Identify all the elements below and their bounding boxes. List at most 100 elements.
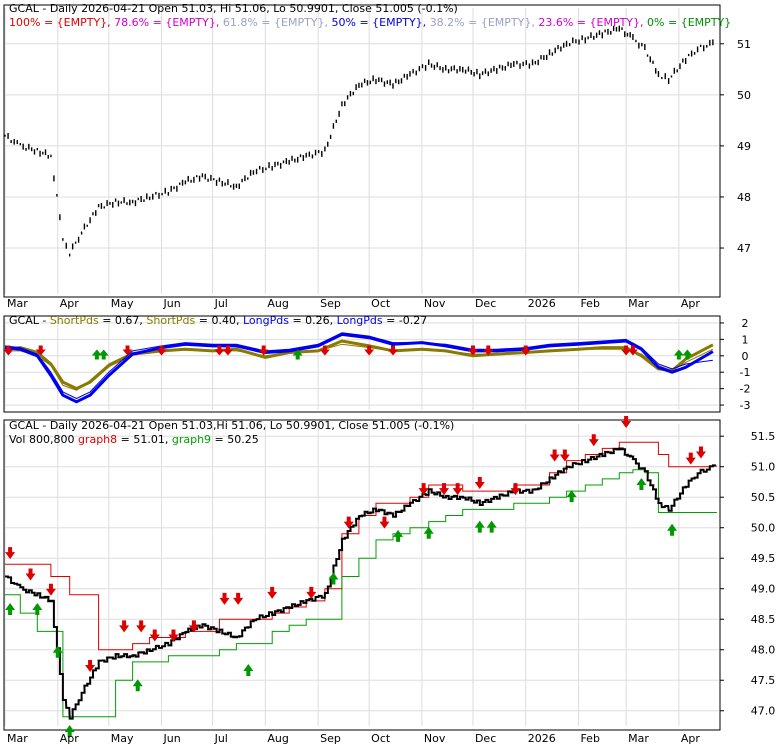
p3-buy-arrow <box>423 526 434 539</box>
p3-sell-arrow <box>474 477 485 490</box>
plot-layer <box>3 25 717 738</box>
p3-y-tick-label: 48.0 <box>751 644 776 657</box>
p3-sell-arrow <box>5 547 16 560</box>
p2-title-part: GCAL - <box>9 314 50 327</box>
p2-buy-arrow-marker <box>91 349 102 360</box>
p1-x-tick-label: Mar <box>7 297 28 310</box>
p3-y-tick-label: 47.0 <box>751 705 776 718</box>
p3-buy-arrow <box>132 679 143 692</box>
p3-subtitle-part: Vol 800,800 <box>9 433 78 446</box>
p2-sell-arrow-marker <box>214 345 225 356</box>
p3-sell-arrow <box>136 620 147 633</box>
p3-y-tick-label: 50.5 <box>751 491 776 504</box>
p3-y-tick-label: 49.0 <box>751 583 776 596</box>
p3-x-tick-label: Aug <box>267 732 288 745</box>
p3-subtitle-part: graph9 <box>172 433 211 446</box>
p3-x-tick-label: Oct <box>371 732 391 745</box>
graph9-line <box>5 469 717 718</box>
p3-subtitle: Vol 800,800 graph8 = 51.01, graph9 = 50.… <box>9 433 259 446</box>
p1-fib-legend: 100% = {EMPTY}, 78.6% = {EMPTY}, 61.8% =… <box>9 16 731 29</box>
p3-sell-arrow <box>168 629 179 642</box>
p3-buy-arrow <box>52 645 63 658</box>
p1-y-tick-label: 50 <box>737 89 751 102</box>
p2-title-part: LongPds <box>243 314 289 327</box>
p3-buy-arrow <box>243 664 254 677</box>
p3-sell-arrow <box>685 452 696 465</box>
p1-x-tick-label: Sep <box>320 297 341 310</box>
p3-buy-arrow <box>636 477 647 490</box>
p3-x-tick-label: Nov <box>424 732 446 745</box>
p3-sell-arrow <box>439 483 450 496</box>
p2-buy-arrow-marker <box>682 349 693 360</box>
p2-sell-arrow-marker <box>156 345 167 356</box>
p3-sell-arrow <box>119 620 130 633</box>
p3-x-tick-label: Apr <box>681 732 701 745</box>
p1-x-tick-label: Nov <box>424 297 446 310</box>
p2-title-part: = 0.67, <box>99 314 147 327</box>
p1-y-tick-label: 51 <box>737 38 751 51</box>
p1-x-tick-label: Dec <box>475 297 496 310</box>
p2-sell-arrow-marker <box>621 345 632 356</box>
p3-buy-arrow <box>328 572 339 585</box>
p2-sell-arrow-marker <box>520 345 531 356</box>
p3-sell-arrow <box>695 446 706 459</box>
p2-y-tick-label: 0 <box>742 350 749 363</box>
p2-title: GCAL - ShortPds = 0.67, ShortPds = 0.40,… <box>9 314 427 327</box>
p3-sell-arrow <box>343 516 354 529</box>
grid-layer <box>4 8 719 726</box>
p3-x-tick-label: 2026 <box>528 732 556 745</box>
p3-sell-arrow <box>379 516 390 529</box>
fib-legend-item: 50% = {EMPTY}, <box>332 16 430 29</box>
p3-sell-arrow <box>588 434 599 447</box>
p3-sell-arrow <box>149 629 160 642</box>
p3-x-tick-label: Mar <box>7 732 28 745</box>
p1-x-tick-label: May <box>111 297 134 310</box>
p3-buy-arrow <box>64 725 75 738</box>
p2-sell-arrow-marker <box>3 345 14 356</box>
p3-x-tick-label: Jun <box>163 732 181 745</box>
p1-y-tick-label: 47 <box>737 242 751 255</box>
p2-y-tick-label: -2 <box>740 383 751 396</box>
p3-buy-arrow <box>32 603 43 616</box>
p2-y-tick-label: 1 <box>742 333 749 346</box>
fib-legend-item: 0% = {EMPTY} <box>647 16 731 29</box>
p3-x-tick-label: Dec <box>475 732 496 745</box>
p3-sell-arrow <box>510 483 521 496</box>
p2-sell-arrow-marker <box>222 345 233 356</box>
p1-x-tick-label: Jul <box>214 297 228 310</box>
p3-x-tick-label: Mar <box>628 732 649 745</box>
p3-sell-arrow <box>559 449 570 462</box>
p3-x-tick-label: Feb <box>580 732 599 745</box>
p1-x-tick-label: Aug <box>267 297 288 310</box>
p1-x-tick-label: Mar <box>628 297 649 310</box>
p3-y-tick-label: 51.5 <box>751 430 776 443</box>
p3-y-tick-label: 48.5 <box>751 613 776 626</box>
fib-legend-item: 78.6% = {EMPTY}, <box>114 16 223 29</box>
p3-sell-arrow <box>85 660 96 673</box>
p3-y-tick-label: 50.0 <box>751 522 776 535</box>
p3-y-tick-label: 47.5 <box>751 674 776 687</box>
graph8-line <box>5 441 717 651</box>
p2-sell-arrow-marker <box>364 345 375 356</box>
p3-subtitle-part: graph8 <box>78 433 117 446</box>
p3-sell-arrow <box>188 620 199 633</box>
p3-buy-arrow <box>486 520 497 533</box>
p3-sell-arrow <box>267 586 278 599</box>
p2-y-tick-label: -3 <box>740 399 751 412</box>
p3-y-tick-label: 49.5 <box>751 552 776 565</box>
p3-sell-arrow <box>452 483 463 496</box>
fib-legend-item: 100% = {EMPTY}, <box>9 16 114 29</box>
p2-sell-arrow-marker <box>627 345 638 356</box>
p3-sell-arrow <box>306 586 317 599</box>
p2-sell-arrow-marker <box>319 345 330 356</box>
fib-legend-item: 38.2% = {EMPTY}, <box>430 16 539 29</box>
p2-title-part: ShortPds <box>50 314 99 327</box>
p3-title: GCAL - Daily 2026-04-21 Open 51.03,Hi 51… <box>9 419 454 432</box>
p3-buy-arrow <box>474 520 485 533</box>
p3-sell-arrow <box>233 592 244 605</box>
p2-title-part: ShortPds <box>146 314 195 327</box>
p3-x-tick-label: Sep <box>320 732 341 745</box>
p2-title-part: = 0.26, <box>289 314 337 327</box>
